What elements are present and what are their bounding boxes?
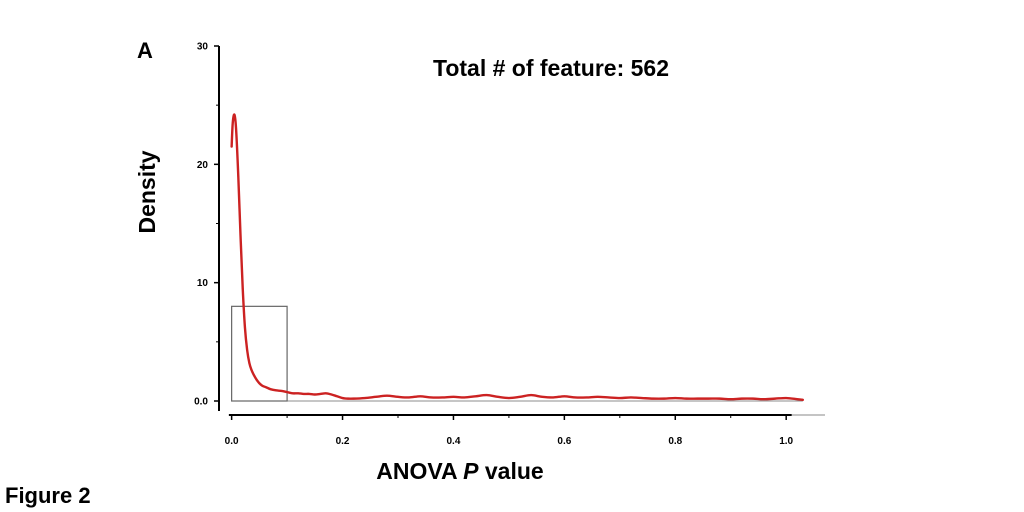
density-point: [801, 398, 804, 401]
density-point: [250, 369, 253, 372]
density-point: [530, 394, 532, 396]
density-point: [363, 397, 366, 399]
density-point: [275, 389, 277, 392]
density-point: [235, 127, 237, 130]
density-point: [231, 122, 234, 124]
density-point: [419, 395, 422, 398]
density-point: [347, 397, 349, 400]
x-tick-label: 1.0: [779, 436, 793, 447]
plot-area: [230, 113, 805, 402]
density-points: [230, 113, 804, 401]
density-point: [585, 396, 588, 399]
density-point: [269, 388, 272, 391]
density-line-series-0: [230, 113, 805, 402]
density-point: [319, 393, 322, 395]
density-point: [261, 384, 264, 387]
density-point: [452, 395, 455, 398]
density-point: [280, 390, 283, 392]
x-axis: 0.0 0.2 0.4 0.6 0.8 1.0: [225, 414, 825, 447]
density-point: [297, 392, 300, 395]
x-tick-label: 0.8: [668, 436, 682, 447]
density-point: [618, 397, 621, 399]
density-point: [230, 145, 233, 148]
density-point: [752, 397, 754, 400]
x-axis-title: ANOVA P value: [376, 458, 543, 484]
density-point: [774, 397, 776, 400]
y-tick-label: 30: [197, 42, 209, 53]
density-point: [763, 398, 765, 401]
density-point: [685, 397, 688, 400]
x-axis-title-rest: value: [485, 458, 544, 484]
density-point: [374, 395, 377, 398]
panel-label: A: [137, 38, 153, 63]
density-point: [785, 397, 788, 399]
x-axis-title-italic: P: [463, 458, 479, 484]
density-point: [707, 397, 710, 400]
y-tick-label: 10: [197, 278, 209, 289]
density-point: [291, 392, 294, 395]
chart-title: Total # of feature: 562: [433, 55, 669, 81]
density-point: [258, 382, 261, 385]
x-tick-label: 0.6: [557, 436, 571, 447]
density-point: [718, 397, 721, 400]
density-point: [508, 397, 510, 399]
x-axis-title-main: ANOVA: [376, 458, 457, 484]
density-point: [696, 397, 699, 400]
density-point: [237, 175, 240, 178]
density-point: [302, 393, 305, 395]
y-axis: 0.0 10 20 30: [194, 42, 220, 411]
density-point: [408, 396, 410, 399]
density-point: [330, 393, 333, 396]
density-point: [313, 393, 316, 396]
density-point: [441, 396, 444, 399]
density-point: [596, 395, 599, 398]
density-point: [397, 395, 399, 398]
density-point: [729, 398, 732, 401]
density-point: [336, 395, 338, 398]
density-point: [246, 349, 249, 352]
density-point: [264, 385, 266, 388]
density-point: [796, 398, 799, 401]
density-point: [239, 234, 242, 237]
density-point: [233, 113, 236, 116]
density-point: [266, 387, 269, 389]
x-tick-label: 0.4: [447, 436, 461, 447]
density-point: [519, 395, 521, 398]
density-point: [286, 391, 288, 394]
density-point: [574, 396, 577, 399]
density-point: [244, 326, 246, 329]
y-axis-title: Density: [134, 150, 160, 233]
density-point: [641, 397, 643, 399]
density-point: [630, 396, 632, 399]
density-point: [552, 396, 555, 399]
density-point: [325, 392, 327, 395]
y-tick-label: 0.0: [194, 397, 208, 408]
density-point: [652, 397, 654, 400]
density-point: [607, 396, 610, 399]
density-point: [496, 395, 499, 398]
x-tick-label: 0.2: [336, 436, 350, 447]
density-point: [663, 397, 666, 400]
density-point: [474, 395, 477, 398]
density-point: [341, 397, 344, 399]
x-tick-label: 0.0: [225, 436, 239, 447]
density-point: [308, 393, 311, 395]
highlight-box: [231, 305, 288, 402]
y-tick-label: 20: [197, 160, 209, 171]
density-point: [485, 394, 488, 396]
density-point: [541, 395, 544, 398]
density-point: [430, 396, 433, 399]
density-point: [386, 394, 388, 397]
density-point: [674, 397, 677, 399]
density-point: [740, 397, 743, 400]
density-point: [241, 287, 244, 290]
figure-label: Figure 2: [5, 483, 91, 508]
density-point: [255, 378, 258, 381]
density-point: [352, 397, 355, 400]
density-point: [252, 374, 255, 376]
density-point: [248, 362, 251, 365]
density-point: [463, 396, 466, 399]
density-point: [563, 395, 566, 398]
